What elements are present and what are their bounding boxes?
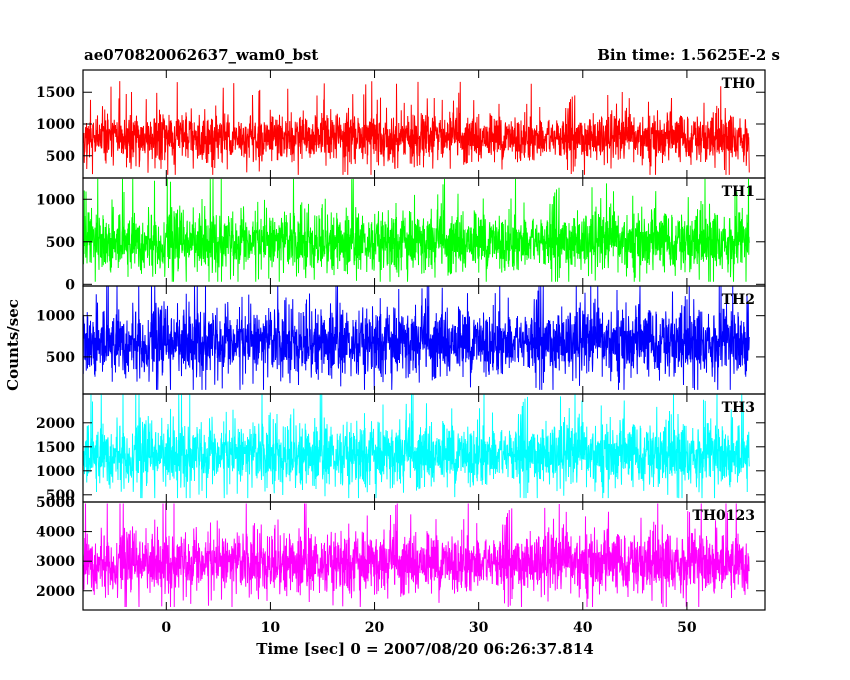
panel-th0: 500 1000 1500 TH0 xyxy=(36,69,766,179)
bin-time-label: Bin time: 1.5625E-2 s xyxy=(597,46,780,64)
x-axis-ticks: 0 10 20 30 40 50 xyxy=(161,620,696,636)
panel-th2: 500 1000 TH2 xyxy=(36,285,766,395)
panel-label-th1: TH1 xyxy=(722,184,755,200)
x-tick-label: 0 xyxy=(161,620,171,636)
series-line-th1 xyxy=(83,178,750,282)
y-tick-label: 1000 xyxy=(36,117,75,133)
y-tick-label: 5000 xyxy=(36,495,75,511)
x-tick-label: 10 xyxy=(261,620,281,636)
series-line-th2 xyxy=(83,286,750,390)
panel-label-th0: TH0 xyxy=(722,76,756,92)
y-tick-label: 2000 xyxy=(36,416,75,432)
y-tick-label: 1500 xyxy=(36,85,75,101)
y-tick-label: 500 xyxy=(46,149,75,165)
series-line-th0 xyxy=(83,81,750,175)
series-line-th0123 xyxy=(83,503,750,608)
x-tick-label: 40 xyxy=(573,620,593,636)
series-line-th3 xyxy=(83,394,750,499)
panel-label-th2: TH2 xyxy=(722,292,755,308)
x-tick-label: 30 xyxy=(469,620,489,636)
y-tick-label: 1000 xyxy=(36,192,75,208)
y-axis-title: Counts/sec xyxy=(4,299,22,391)
panels: 500 1000 1500 TH0 0 500 1000 TH1 500 1000 TH2 500 10… xyxy=(36,69,766,611)
y-tick-label: 1000 xyxy=(36,464,75,480)
panel-frame xyxy=(82,501,766,611)
panel-th3: 500 1000 1500 2000 TH3 xyxy=(36,393,766,504)
panel-label-th0123: TH0123 xyxy=(692,508,755,524)
y-tick-label: 500 xyxy=(46,350,75,366)
x-tick-label: 50 xyxy=(677,620,697,636)
panel-th1: 0 500 1000 TH1 xyxy=(36,177,766,293)
y-tick-label: 1000 xyxy=(36,309,75,325)
y-tick-label: 0 xyxy=(65,277,75,293)
x-tick-label: 20 xyxy=(365,620,385,636)
y-tick-label: 2000 xyxy=(36,584,75,600)
panel-label-th3: TH3 xyxy=(722,400,755,416)
y-tick-label: 500 xyxy=(46,235,75,251)
chart-title: ae070820062637_wam0_bst xyxy=(84,46,318,64)
y-tick-label: 500 xyxy=(46,488,75,504)
y-tick-label: 3000 xyxy=(36,554,75,570)
panel-th0123: 2000 3000 4000 5000 TH0123 xyxy=(36,495,766,611)
y-tick-label: 1500 xyxy=(36,440,75,456)
x-axis-title: Time [sec] 0 = 2007/08/20 06:26:37.814 xyxy=(256,640,593,658)
y-tick-label: 4000 xyxy=(36,525,75,541)
